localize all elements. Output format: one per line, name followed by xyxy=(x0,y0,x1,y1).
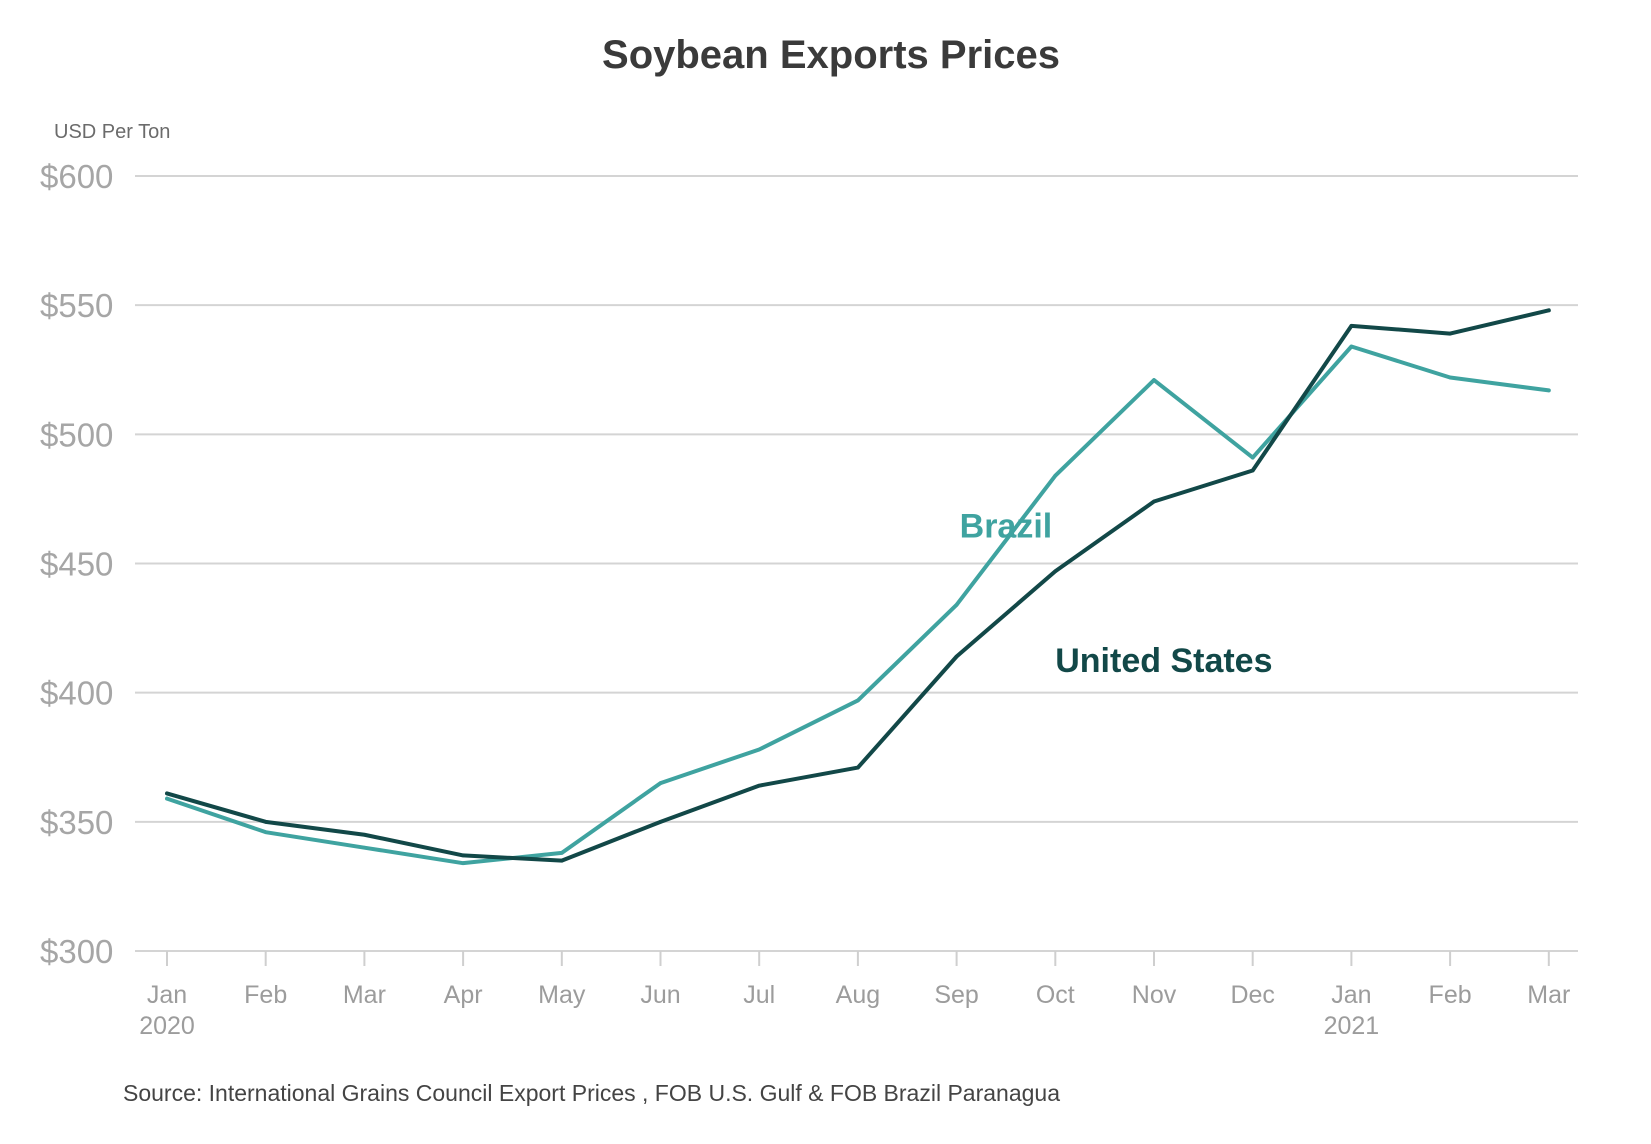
data-point-brazil xyxy=(1349,344,1354,349)
data-point-brazil xyxy=(1547,388,1551,393)
series-label-united-states: United States xyxy=(1055,642,1272,680)
data-point-united-states xyxy=(1547,308,1551,313)
data-point-brazil xyxy=(1152,378,1156,382)
data-point-brazil xyxy=(1448,375,1452,380)
data-point-united-states xyxy=(1053,569,1058,574)
y-tick-label: $450 xyxy=(40,546,113,583)
data-point-brazil xyxy=(658,781,663,785)
data-point-united-states xyxy=(954,654,959,659)
data-point-united-states xyxy=(263,820,268,824)
data-point-brazil xyxy=(1250,455,1255,460)
gridlines xyxy=(135,175,1578,952)
data-point-united-states xyxy=(1250,468,1255,473)
data-point-brazil xyxy=(757,747,761,752)
x-axis-ticks: Jan Feb Mar Apr May Jun Jul Aug Sep Oct Nov Dec Jan F… xyxy=(139,951,1570,1040)
x-tick-label: Mar xyxy=(1527,981,1570,1009)
x-tick-label: Jul xyxy=(743,981,775,1009)
y-tick-label: $400 xyxy=(40,675,113,712)
x-year-label: 2020 xyxy=(139,1012,195,1040)
data-point-brazil xyxy=(856,698,860,703)
x-tick-label: Dec xyxy=(1230,981,1274,1009)
data-point-brazil xyxy=(954,603,959,607)
y-axis-unit-label: USD Per Ton xyxy=(54,121,170,143)
x-tick-label: Nov xyxy=(1132,981,1177,1009)
chart-title: Soybean Exports Prices xyxy=(602,33,1060,77)
data-point-united-states xyxy=(560,858,564,863)
x-tick-label: Feb xyxy=(244,981,287,1009)
series-lines xyxy=(165,308,1551,866)
x-tick-label: Jan xyxy=(1331,981,1371,1009)
series-line-brazil xyxy=(165,344,1551,866)
data-point-united-states xyxy=(1448,331,1452,336)
y-tick-label: $350 xyxy=(40,804,113,841)
y-tick-label: $600 xyxy=(40,158,113,195)
data-point-united-states xyxy=(1349,324,1354,328)
x-tick-label: Apr xyxy=(444,981,483,1009)
data-point-united-states xyxy=(461,853,465,858)
x-tick-label: Aug xyxy=(836,981,880,1009)
data-point-brazil xyxy=(165,796,169,801)
x-tick-label: Feb xyxy=(1429,981,1472,1009)
source-note: Source: International Grains Council Exp… xyxy=(123,1080,1060,1106)
data-point-brazil xyxy=(461,861,465,865)
data-point-united-states xyxy=(362,832,367,837)
data-point-brazil xyxy=(362,845,367,850)
x-tick-label: Mar xyxy=(343,981,386,1009)
y-tick-label: $550 xyxy=(40,287,113,324)
data-point-united-states xyxy=(856,765,860,770)
data-point-brazil xyxy=(263,830,268,834)
x-tick-label: Oct xyxy=(1036,981,1075,1009)
data-point-united-states xyxy=(1152,499,1156,504)
series-label-brazil: Brazil xyxy=(960,508,1053,546)
y-tick-label: $300 xyxy=(40,933,113,970)
x-year-label: 2021 xyxy=(1324,1012,1380,1040)
data-point-united-states xyxy=(757,783,761,788)
data-point-brazil xyxy=(560,851,564,855)
x-tick-label: Sep xyxy=(934,981,978,1009)
x-tick-label: Jan xyxy=(147,981,187,1009)
x-tick-label: Jun xyxy=(640,981,680,1009)
data-point-brazil xyxy=(1053,473,1058,478)
data-point-united-states xyxy=(165,791,169,796)
series-labels: Brazil United States xyxy=(960,508,1273,680)
y-tick-label: $500 xyxy=(40,416,113,453)
series-line-united-states xyxy=(165,308,1551,863)
x-tick-label: May xyxy=(538,981,586,1009)
y-axis-ticks: $300 $350 $400 $450 $500 $550 $600 xyxy=(40,158,113,970)
data-point-united-states xyxy=(658,820,663,824)
